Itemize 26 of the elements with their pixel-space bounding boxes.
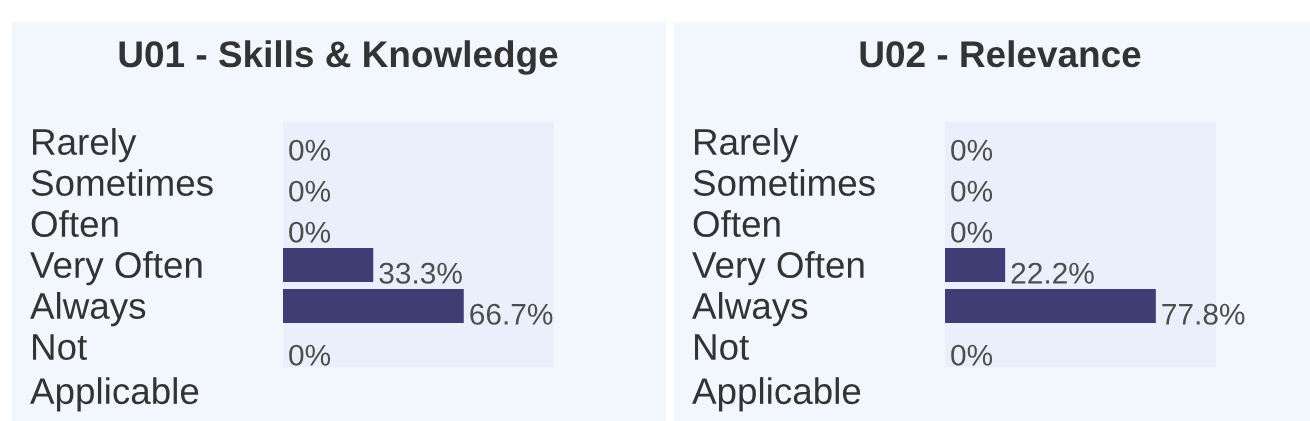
y-tick-label: Always [692, 292, 808, 327]
data-label: 0% [951, 344, 993, 366]
data-label: 66.7% [470, 303, 553, 325]
data-label: 33.3% [379, 262, 462, 284]
y-tick-label: Very Often [30, 251, 202, 286]
y-tick-label: Sometimes [31, 169, 213, 197]
data-label: 0% [289, 344, 331, 366]
y-tick-label: Not Applicable [30, 334, 199, 412]
data-label: 22.2% [1011, 262, 1094, 284]
data-label: 0% [289, 180, 331, 202]
y-tick-label: Rarely [695, 128, 799, 163]
data-label: 0% [951, 221, 993, 243]
data-label: 0% [951, 180, 993, 202]
y-tick-label: Rarely [33, 128, 137, 163]
chart-title: U02 - Relevance [860, 40, 1141, 68]
chart-title: U01 - Skills & Knowledge [119, 40, 558, 75]
data-label: 0% [951, 139, 993, 161]
data-label: 77.8% [1162, 303, 1245, 325]
y-tick-label: Always [30, 292, 146, 327]
data-label: 0% [289, 139, 331, 161]
y-tick-label: Often [693, 210, 780, 238]
y-tick-label: Sometimes [693, 169, 875, 197]
y-tick-label: Very Often [692, 251, 864, 286]
y-tick-label: Often [31, 210, 118, 238]
data-label: 0% [289, 221, 331, 243]
y-tick-label: Not Applicable [692, 334, 861, 412]
